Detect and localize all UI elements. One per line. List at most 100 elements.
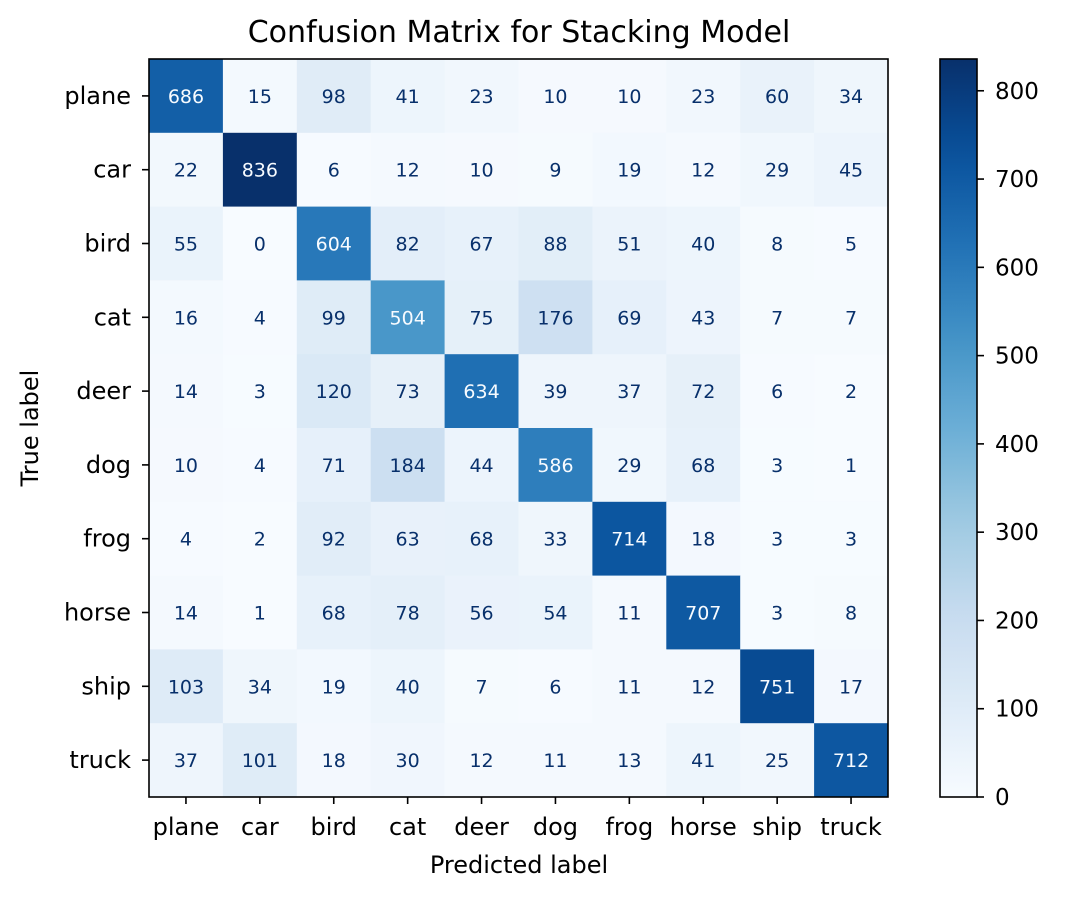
heatmap-cell xyxy=(814,280,889,355)
heatmap-cell xyxy=(296,280,372,355)
cell-value-label: 3 xyxy=(771,603,783,625)
cell-value-label: 18 xyxy=(691,529,715,551)
cell-value-label: 75 xyxy=(469,307,493,329)
colorbar-frame xyxy=(939,58,978,798)
cell-value-label: 101 xyxy=(242,750,278,772)
heatmap-cell xyxy=(592,280,667,355)
y-tick-label: bird xyxy=(84,230,131,258)
heatmap-cell xyxy=(814,649,889,724)
heatmap-cell xyxy=(666,59,741,134)
chart-title: Confusion Matrix for Stacking Model xyxy=(248,15,791,50)
heatmap-cell xyxy=(149,723,224,798)
x-tick-label: car xyxy=(241,813,279,841)
cell-value-label: 43 xyxy=(691,307,715,329)
heatmap-cell xyxy=(740,723,815,798)
cell-value-label: 4 xyxy=(254,455,266,477)
heatmap-cell xyxy=(296,649,372,724)
cell-value-label: 14 xyxy=(174,381,198,403)
x-tick-label: cat xyxy=(389,813,426,841)
heatmap-cell xyxy=(296,723,372,798)
heatmap-cell xyxy=(444,280,519,355)
heatmap-cell xyxy=(740,649,815,724)
cell-value-label: 11 xyxy=(617,676,641,698)
heatmap-cell xyxy=(149,501,224,577)
heatmap-cell xyxy=(518,723,593,798)
cell-value-label: 10 xyxy=(543,86,567,108)
heatmap-cell xyxy=(592,575,667,650)
heatmap-cell xyxy=(444,428,519,503)
cell-value-label: 72 xyxy=(691,381,715,403)
y-tick-label: horse xyxy=(64,599,131,627)
heatmap-cell xyxy=(518,575,593,650)
cell-value-label: 34 xyxy=(839,86,863,108)
cell-value-label: 714 xyxy=(611,529,647,551)
heatmap-cell xyxy=(518,59,593,134)
heatmap-cell xyxy=(149,428,224,503)
y-axis: plane car bird cat deer dog frog horse ship truck xyxy=(64,82,149,774)
cell-value-label: 68 xyxy=(469,529,493,551)
heatmap-cell xyxy=(592,501,667,577)
heatmap-cell xyxy=(740,206,815,281)
x-tick-label: truck xyxy=(820,813,882,841)
cell-value-label: 55 xyxy=(174,234,198,256)
cell-value-label: 7 xyxy=(476,676,488,698)
heatmap-cell xyxy=(222,206,298,281)
x-tick-label: bird xyxy=(310,813,357,841)
cell-value-label: 82 xyxy=(396,234,420,256)
heatmap-cell xyxy=(370,280,446,355)
cell-value-label: 30 xyxy=(396,750,420,772)
cell-value-label: 4 xyxy=(254,307,266,329)
cell-value-label: 13 xyxy=(617,750,641,772)
cell-value-label: 10 xyxy=(617,86,641,108)
x-tick-label: ship xyxy=(752,813,802,841)
x-tick-label: frog xyxy=(605,813,653,841)
heatmap-cell xyxy=(666,649,741,724)
cell-value-label: 103 xyxy=(168,676,204,698)
heatmap-cells xyxy=(149,59,889,798)
heatmap-cell xyxy=(814,723,889,798)
cell-value-label: 707 xyxy=(685,603,721,625)
cell-value-label: 634 xyxy=(463,381,499,403)
cell-value-label: 2 xyxy=(254,529,266,551)
heatmap-cell xyxy=(222,280,298,355)
x-tick-label: deer xyxy=(454,813,509,841)
cell-value-label: 40 xyxy=(691,234,715,256)
x-axis-label: Predicted label xyxy=(430,851,608,879)
heatmap-cell xyxy=(666,501,741,577)
cell-value-label: 37 xyxy=(617,381,641,403)
x-tick-label: horse xyxy=(670,813,737,841)
heatmap-cell xyxy=(444,206,519,281)
cell-value-label: 11 xyxy=(543,750,567,772)
cell-value-label: 78 xyxy=(396,603,420,625)
heatmap-cell xyxy=(592,132,667,208)
heatmap-cell xyxy=(518,206,593,281)
cell-value-label: 19 xyxy=(322,676,346,698)
heatmap-cell xyxy=(296,501,372,577)
heatmap-cell xyxy=(814,206,889,281)
y-tick-label: frog xyxy=(83,525,131,553)
heatmap-cell xyxy=(814,354,889,429)
heatmap-cell xyxy=(518,132,593,208)
heatmap-cell xyxy=(296,428,372,503)
heatmap-cell xyxy=(592,649,667,724)
heatmap-cell xyxy=(518,354,593,429)
y-tick-label: plane xyxy=(64,82,131,110)
heatmap-cell xyxy=(740,280,815,355)
heatmap-cell xyxy=(222,428,298,503)
heatmap-cell xyxy=(666,428,741,503)
heatmap-cell xyxy=(592,59,667,134)
cell-value-label: 44 xyxy=(469,455,493,477)
x-tick-label: plane xyxy=(153,813,220,841)
heatmap-cell xyxy=(518,649,593,724)
cell-value-label: 1 xyxy=(254,603,266,625)
heatmap-cell xyxy=(149,206,224,281)
heatmap-cell xyxy=(740,575,815,650)
heatmap-cell xyxy=(740,59,815,134)
colorbar-tick-label: 500 xyxy=(995,344,1039,370)
heatmap-cell xyxy=(222,59,298,134)
heatmap-cell xyxy=(518,501,593,577)
colorbar-ticks: 0 100 200 300 400 500 600 700 800 xyxy=(977,79,1039,811)
cell-value-label: 33 xyxy=(543,529,567,551)
plot-frame xyxy=(148,58,889,798)
